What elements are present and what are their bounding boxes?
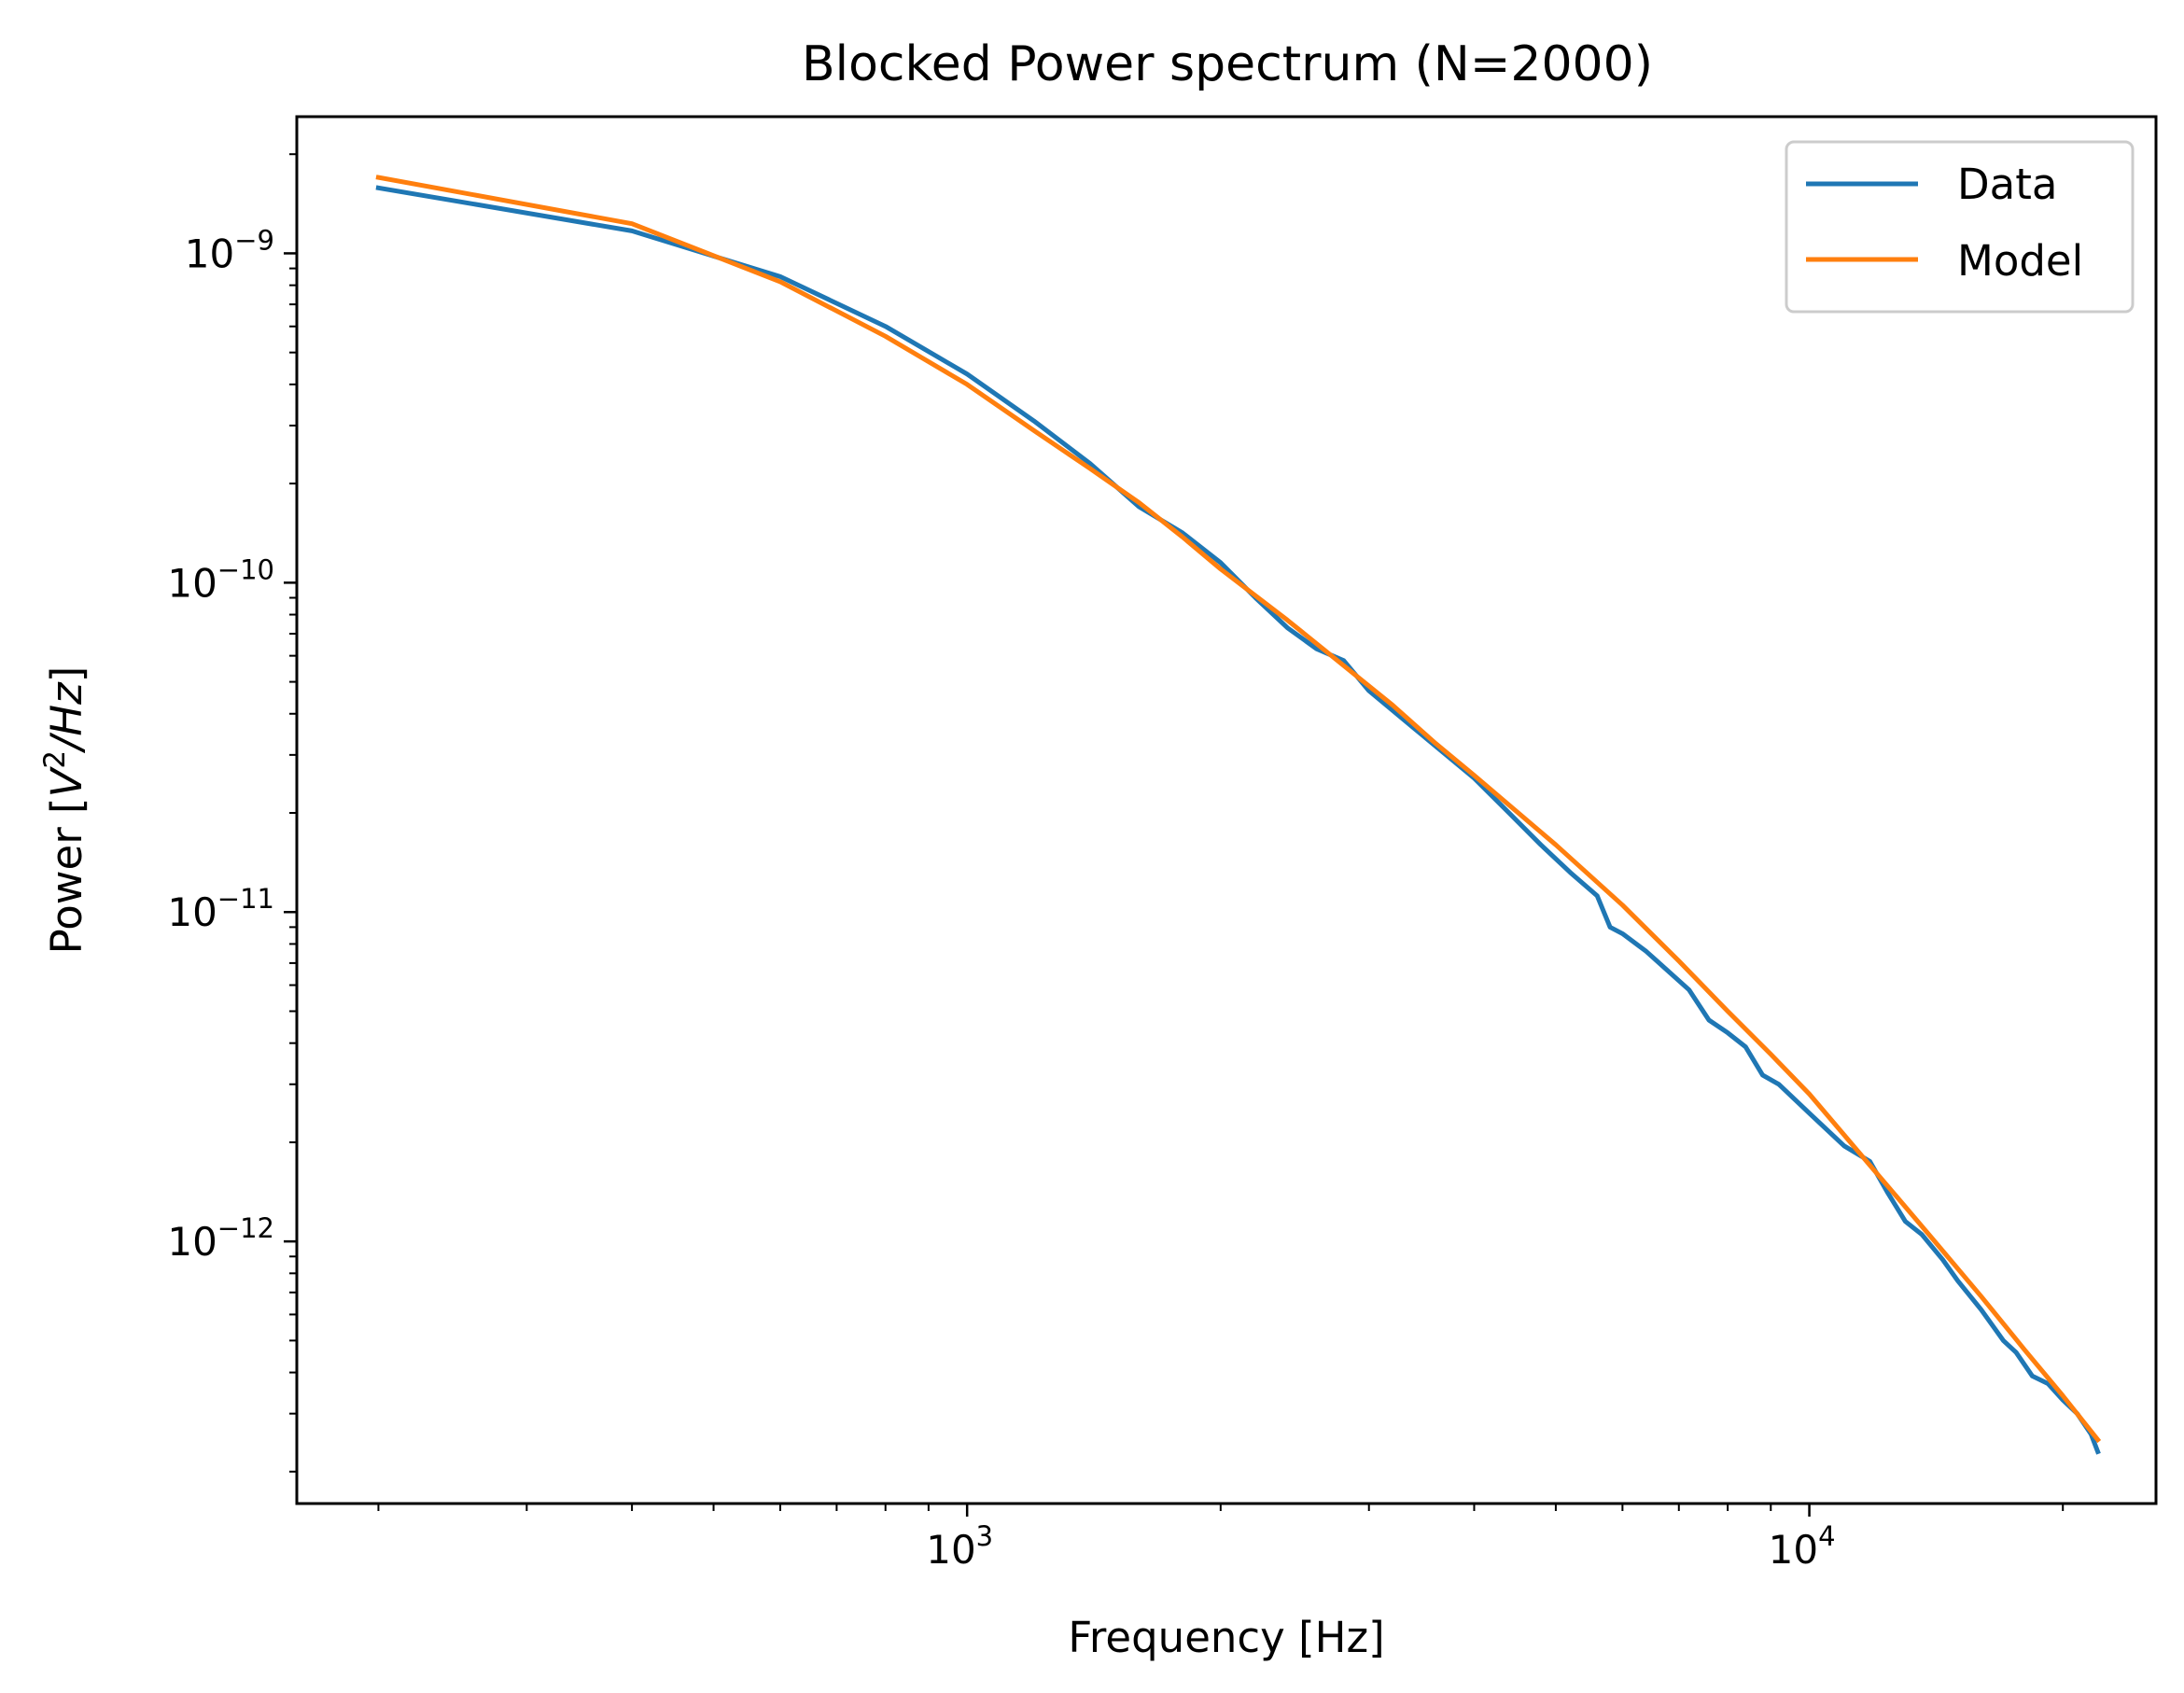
- y-axis: 10−9 10−10 10−11 10−12: [167, 153, 297, 1473]
- y-tick-label: 10−12: [167, 1212, 274, 1265]
- y-tick-label: 10−10: [167, 553, 274, 606]
- y-tick-label: 10−11: [167, 883, 274, 935]
- chart-title: Blocked Power spectrum (N=2000): [802, 36, 1653, 92]
- legend: Data Model: [1785, 140, 2135, 314]
- x-tick-label: 104: [1769, 1520, 1836, 1573]
- y-axis-label-prefix: Power [: [42, 797, 91, 954]
- svg-text:Power [V2/Hz]: Power [V2/Hz]: [38, 666, 91, 955]
- y-tick-label: 10−9: [185, 224, 274, 276]
- y-axis-label: Power [V2/Hz]: [38, 666, 91, 955]
- plot-area: [375, 175, 2102, 1455]
- plot-frame: [295, 115, 2158, 1505]
- legend-label-model: Model: [1957, 236, 2083, 286]
- y-axis-label-suffix: ]: [42, 666, 91, 683]
- series-line-model: [375, 175, 2102, 1444]
- series-line-data: [375, 185, 2101, 1455]
- y-axis-label-unit-exponent: 2: [38, 750, 72, 769]
- x-axis-label: Frequency [Hz]: [1068, 1613, 1384, 1662]
- legend-label-data: Data: [1957, 160, 2057, 209]
- x-axis: 103 104: [377, 1504, 2065, 1573]
- y-axis-label-unit-base: V: [42, 765, 91, 797]
- x-tick-label: 103: [926, 1520, 993, 1573]
- y-axis-label-unit-rest: /Hz: [42, 681, 91, 754]
